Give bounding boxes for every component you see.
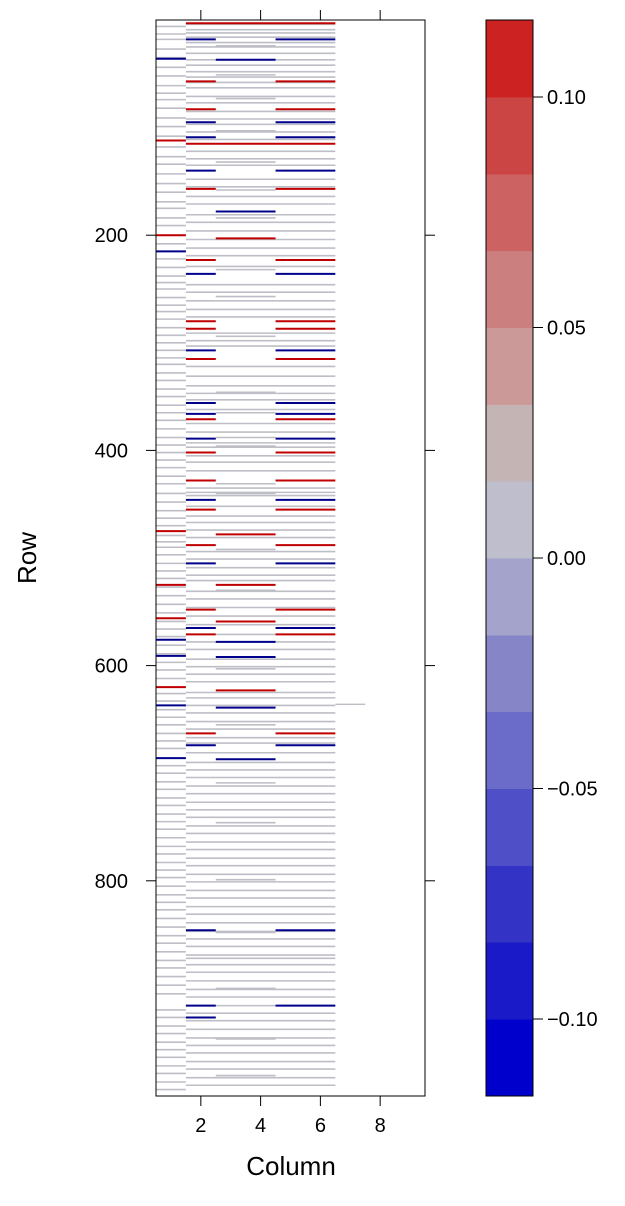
y-tick-label: 600 xyxy=(95,656,128,678)
color-key-band xyxy=(486,174,533,251)
y-tick-label: 200 xyxy=(95,225,128,247)
color-key-tick-label: 0.10 xyxy=(547,87,586,109)
color-key-band xyxy=(486,251,533,328)
color-key-band xyxy=(486,558,533,635)
color-key-band xyxy=(486,942,533,1019)
x-tick-label: 6 xyxy=(315,1115,326,1137)
plot-frame xyxy=(156,20,425,1096)
x-tick-label: 4 xyxy=(255,1115,266,1137)
y-tick-label: 400 xyxy=(95,440,128,462)
color-key-tick-label: −0.05 xyxy=(547,779,598,801)
color-key-tick-label: 0.05 xyxy=(547,317,586,339)
color-key-tick-label: −0.10 xyxy=(547,1009,598,1031)
heatmap-cells xyxy=(156,23,365,1089)
color-key-band xyxy=(486,712,533,789)
color-key-band xyxy=(486,481,533,558)
color-key-band xyxy=(486,1019,533,1096)
color-key-band xyxy=(486,20,533,97)
color-key-legend: −0.10 −0.05 0.00 0.05 0.10 xyxy=(486,20,598,1097)
x-axis-label: Column xyxy=(246,1151,336,1181)
color-key-band xyxy=(486,327,533,404)
color-key-band xyxy=(486,865,533,942)
x-tick-label: 2 xyxy=(195,1115,206,1137)
color-key-band xyxy=(486,789,533,866)
color-key-tick-label: 0.00 xyxy=(547,548,586,570)
color-key-band xyxy=(486,404,533,481)
y-axis-label: Row xyxy=(12,532,42,584)
y-tick-label: 800 xyxy=(95,871,128,893)
x-tick-label: 8 xyxy=(375,1115,386,1137)
color-key-band xyxy=(486,97,533,174)
color-key-band xyxy=(486,635,533,712)
